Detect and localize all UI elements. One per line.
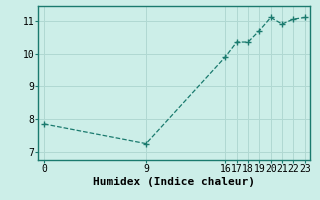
X-axis label: Humidex (Indice chaleur): Humidex (Indice chaleur) [93,177,255,187]
